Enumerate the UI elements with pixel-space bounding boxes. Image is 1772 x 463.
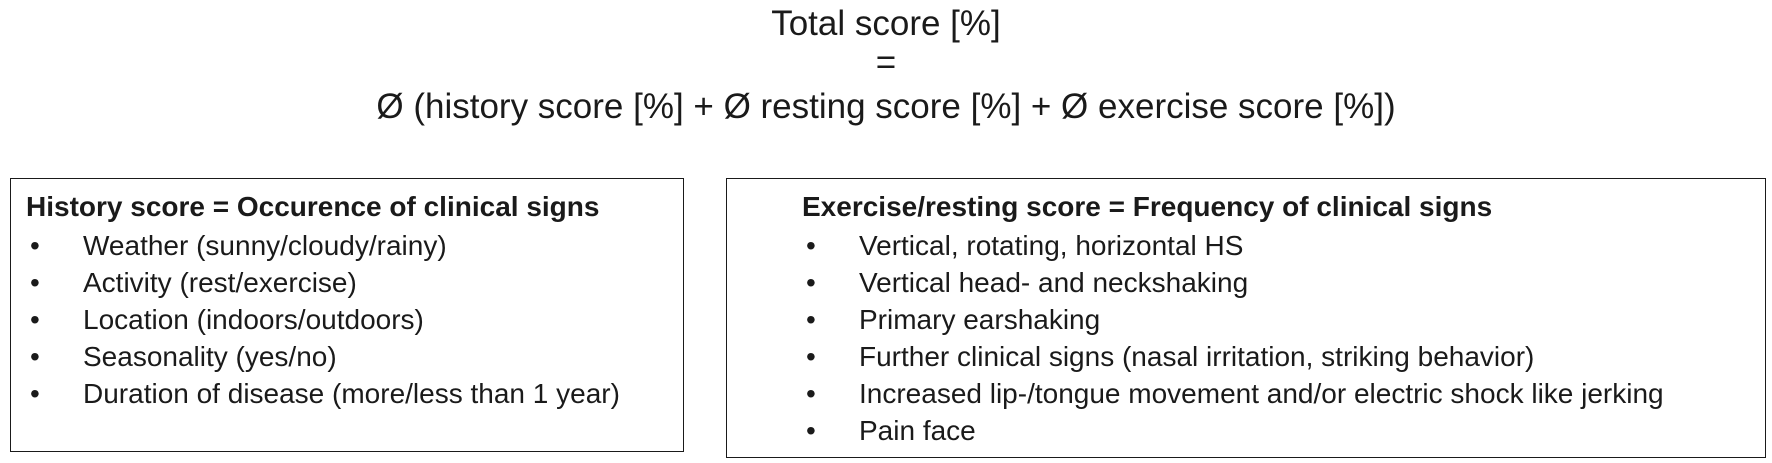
list-item-text: Vertical, rotating, horizontal HS	[859, 230, 1244, 261]
list-item-text: Weather (sunny/cloudy/rainy)	[83, 230, 447, 261]
exercise-resting-score-box: Exercise/resting score = Frequency of cl…	[726, 178, 1766, 458]
exercise-resting-score-title: Exercise/resting score = Frequency of cl…	[802, 191, 1493, 222]
bullet-icon: •	[30, 267, 40, 298]
bullet-icon: •	[30, 378, 40, 409]
bullet-icon: •	[806, 267, 816, 298]
list-item-text: Vertical head- and neckshaking	[859, 267, 1249, 298]
list-item-text: Further clinical signs (nasal irritation…	[859, 341, 1535, 372]
bullet-icon: •	[30, 230, 40, 261]
bullet-icon: •	[806, 415, 816, 446]
list-item-text: Seasonality (yes/no)	[83, 341, 337, 372]
list-item-text: Pain face	[859, 415, 976, 446]
bullet-icon: •	[806, 341, 816, 372]
list-item-text: Activity (rest/exercise)	[83, 267, 357, 298]
formula-equals: =	[875, 43, 897, 82]
history-score-title: History score = Occurence of clinical si…	[26, 191, 600, 222]
bullet-icon: •	[30, 341, 40, 372]
bullet-icon: •	[806, 378, 816, 409]
formula-total-score: Total score [%]	[771, 4, 1001, 43]
history-score-box: History score = Occurence of clinical si…	[10, 178, 684, 452]
list-item-text: Primary earshaking	[859, 304, 1101, 335]
bullet-icon: •	[30, 304, 40, 335]
formula-expression: Ø (history score [%] + Ø resting score […	[376, 87, 1396, 126]
bullet-icon: •	[806, 304, 816, 335]
list-item-text: Increased lip-/tongue movement and/or el…	[859, 378, 1664, 409]
bullet-icon: •	[806, 230, 816, 261]
list-item-text: Location (indoors/outdoors)	[83, 304, 424, 335]
list-item-text: Duration of disease (more/less than 1 ye…	[83, 378, 620, 409]
